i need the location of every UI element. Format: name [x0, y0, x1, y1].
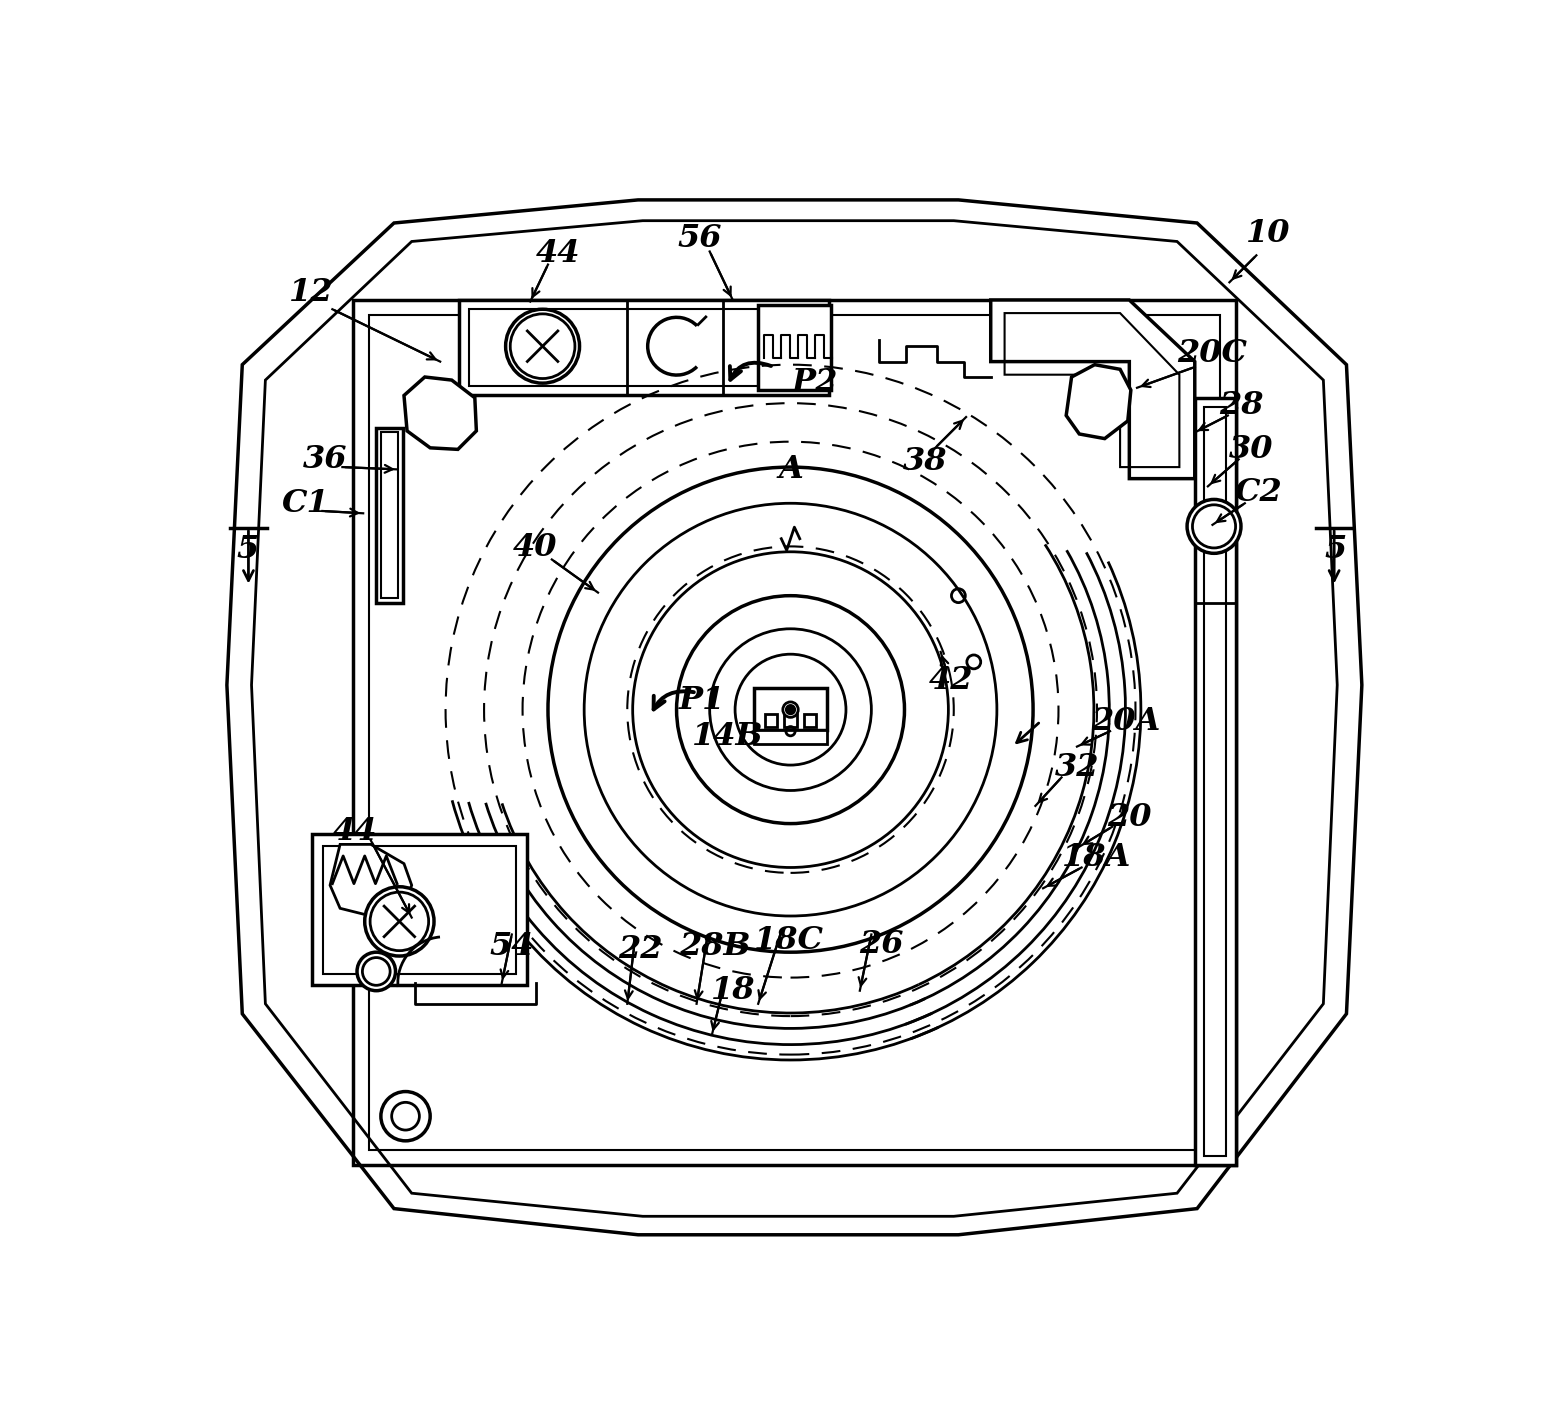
Bar — [1195, 398, 1235, 1166]
Text: 42: 42 — [928, 665, 973, 695]
Text: 18A: 18A — [1062, 842, 1132, 873]
Polygon shape — [1066, 364, 1132, 438]
Text: 12: 12 — [290, 277, 333, 307]
Text: P2: P2 — [792, 367, 839, 398]
Bar — [758, 306, 831, 390]
Text: 10: 10 — [1246, 219, 1290, 249]
Text: 40: 40 — [513, 532, 556, 563]
Text: 36: 36 — [302, 444, 347, 475]
Bar — [377, 428, 403, 603]
Text: A: A — [778, 454, 803, 485]
Bar — [459, 300, 829, 395]
Text: 28B: 28B — [679, 931, 750, 963]
Bar — [766, 714, 778, 727]
Text: P1: P1 — [679, 685, 725, 715]
Text: 20A: 20A — [1091, 705, 1159, 737]
Circle shape — [370, 892, 429, 951]
Text: 18: 18 — [710, 975, 755, 1007]
Bar — [322, 846, 516, 974]
Text: 44: 44 — [333, 816, 378, 846]
Bar — [381, 432, 398, 599]
Circle shape — [364, 887, 434, 956]
Circle shape — [505, 309, 580, 383]
Text: 30: 30 — [1229, 434, 1273, 465]
Text: 56: 56 — [677, 223, 722, 255]
Circle shape — [356, 953, 395, 991]
Bar — [803, 714, 815, 727]
Text: 5: 5 — [237, 535, 259, 565]
Bar — [784, 714, 797, 727]
Bar — [369, 316, 1220, 1150]
Circle shape — [392, 1102, 420, 1130]
Bar — [755, 731, 828, 744]
Circle shape — [783, 702, 798, 717]
Text: 26: 26 — [859, 929, 904, 960]
Polygon shape — [990, 300, 1195, 479]
Circle shape — [381, 1092, 431, 1140]
Bar — [353, 300, 1235, 1166]
Text: C1: C1 — [282, 488, 329, 519]
Circle shape — [363, 957, 391, 985]
Text: 28: 28 — [1218, 390, 1263, 421]
Circle shape — [787, 705, 794, 714]
Text: 5: 5 — [1325, 535, 1347, 565]
Bar — [312, 835, 527, 985]
Circle shape — [1187, 499, 1242, 553]
Text: 18C: 18C — [753, 926, 825, 956]
Text: 20C: 20C — [1178, 338, 1248, 370]
Polygon shape — [330, 845, 412, 916]
Bar — [1204, 407, 1226, 1156]
Text: C2: C2 — [1235, 476, 1282, 508]
Text: 44: 44 — [536, 239, 580, 269]
Text: 38: 38 — [904, 447, 947, 478]
Circle shape — [510, 314, 575, 378]
Text: 20: 20 — [1107, 802, 1152, 833]
Bar — [468, 309, 820, 387]
Text: 32: 32 — [1054, 752, 1099, 784]
Polygon shape — [405, 377, 476, 449]
Text: 22: 22 — [618, 934, 663, 966]
Text: 54: 54 — [490, 931, 535, 963]
Text: 14B: 14B — [691, 721, 763, 752]
Circle shape — [549, 466, 1032, 953]
Bar — [755, 688, 828, 731]
Circle shape — [1192, 505, 1235, 547]
